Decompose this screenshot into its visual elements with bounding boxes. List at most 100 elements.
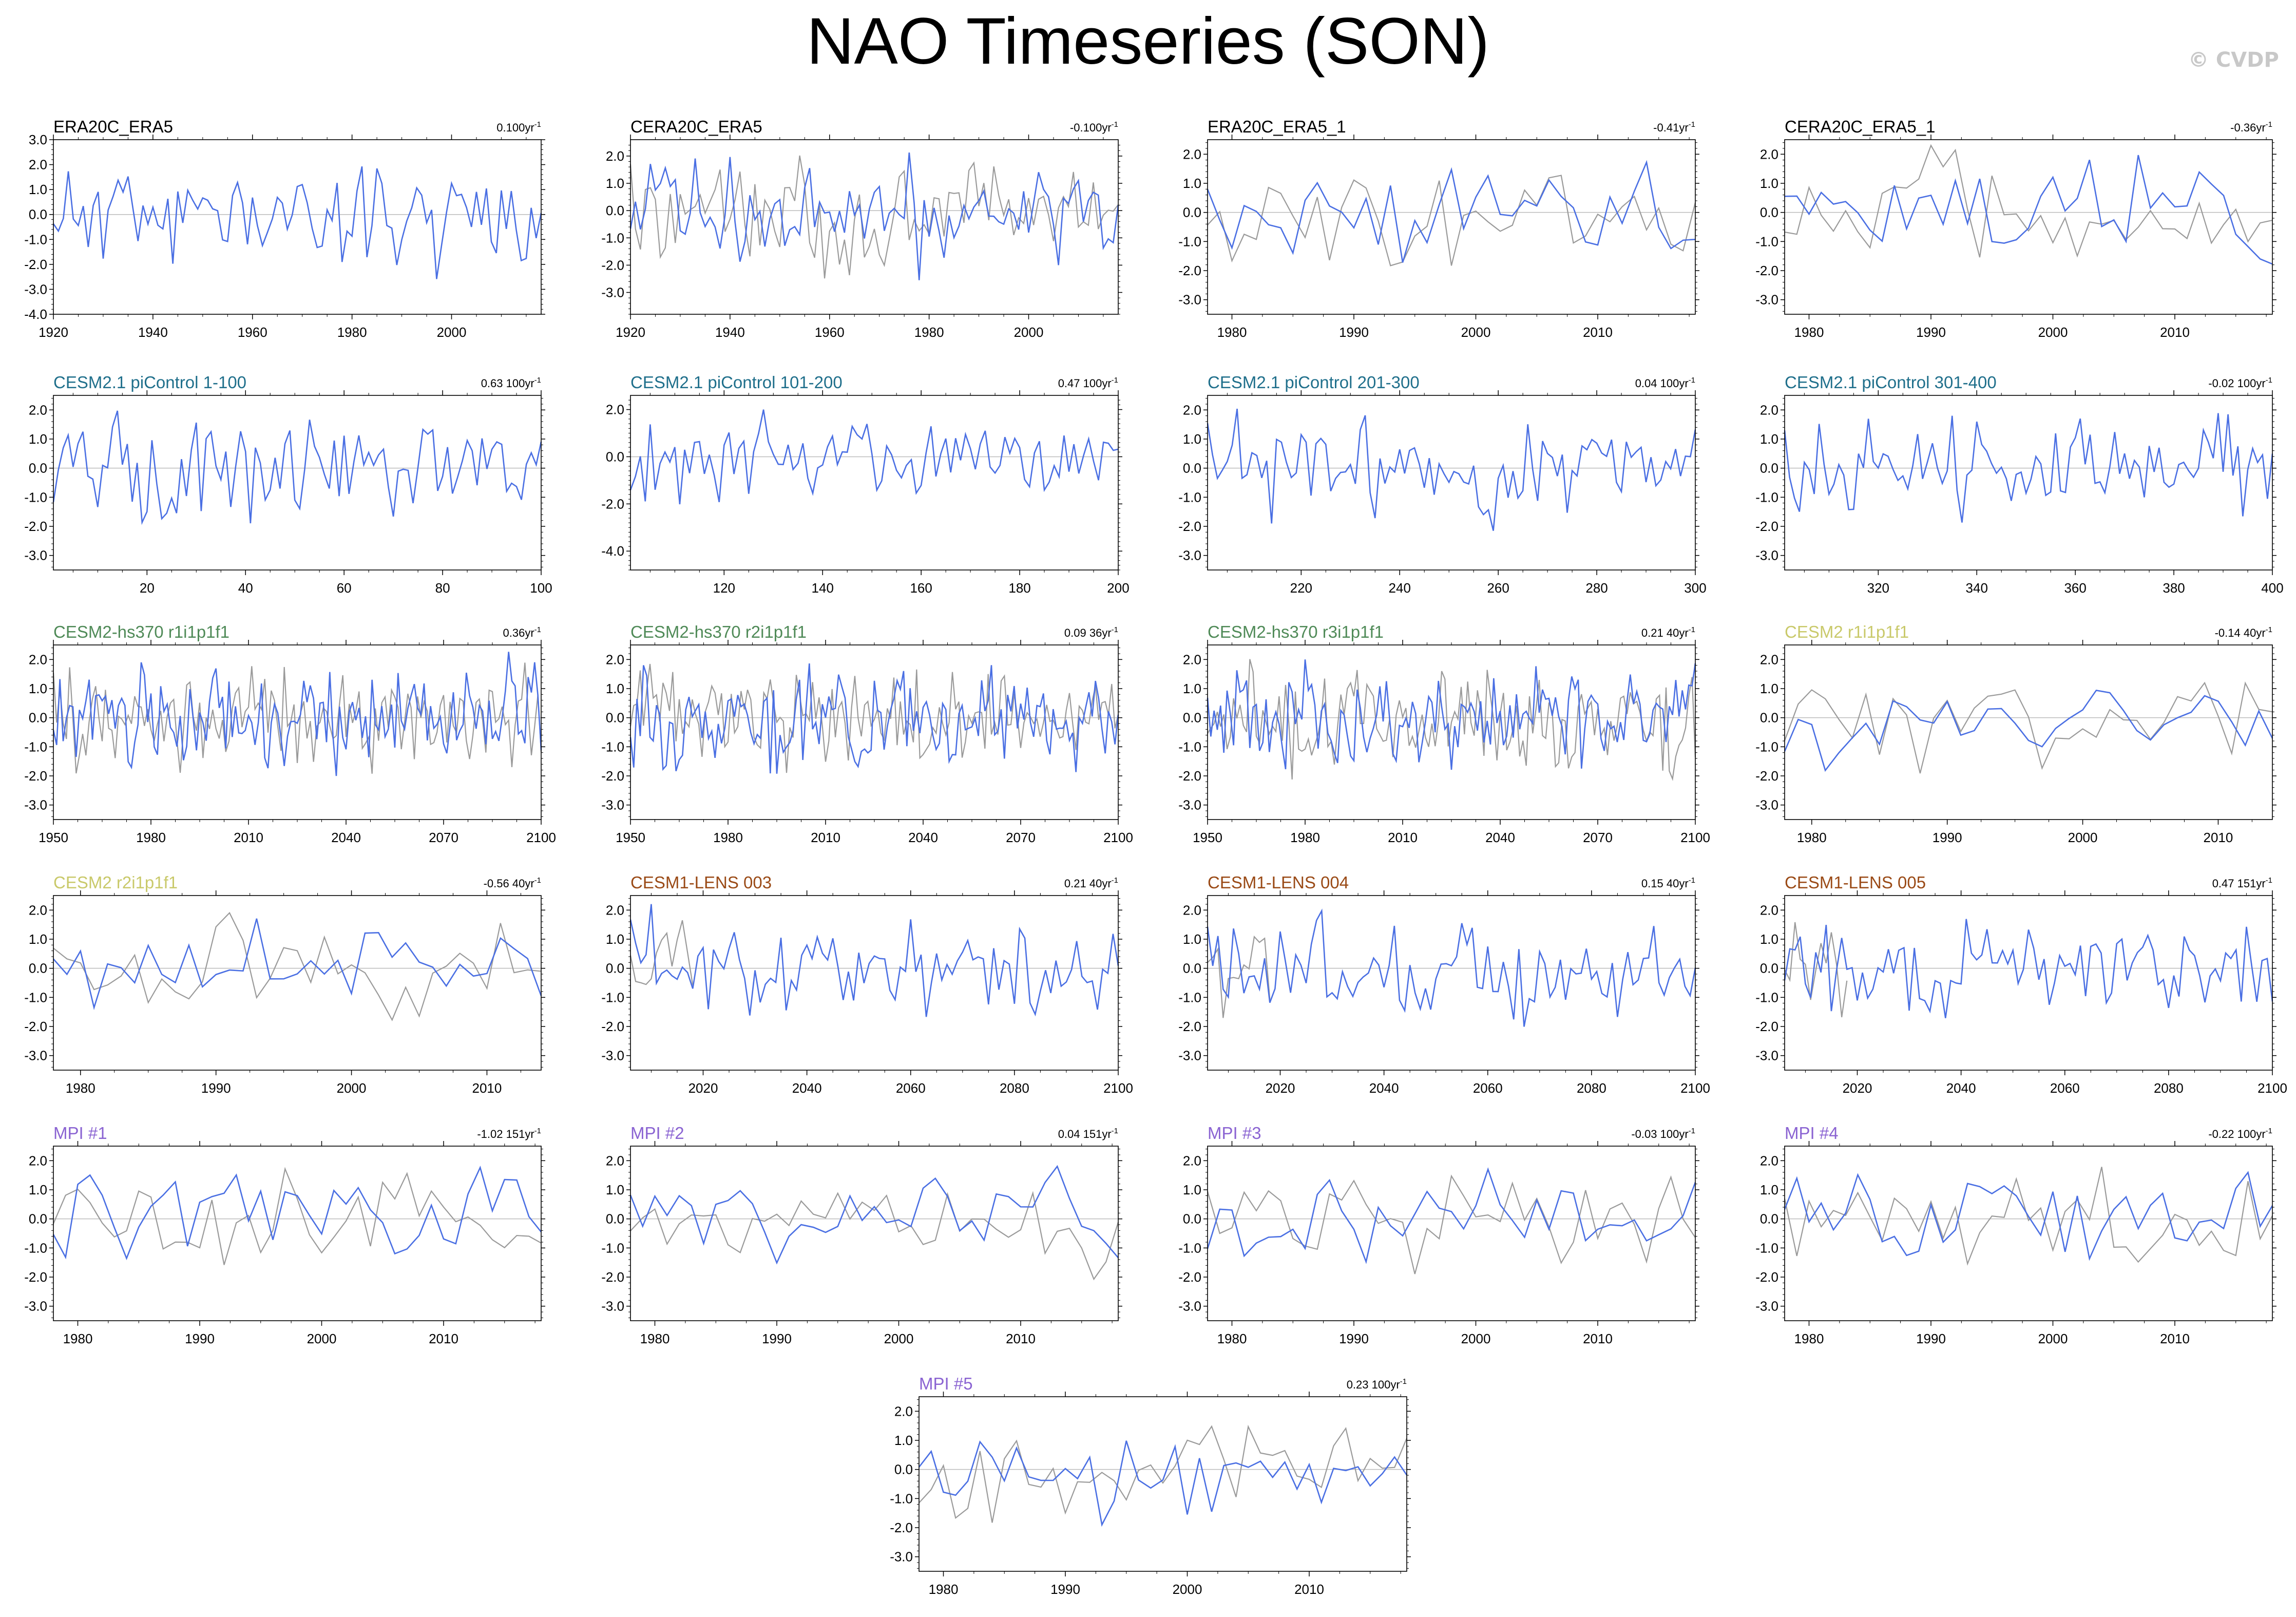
plot-frame <box>1784 895 2273 1071</box>
y-tick-label: -2.0 <box>1178 1019 1201 1034</box>
y-tick-label: -1.0 <box>601 230 624 245</box>
x-tick-label: 2100 <box>1103 1080 1133 1096</box>
observed-series-line <box>1207 659 1696 781</box>
y-tick-label: -2.0 <box>1755 519 1778 534</box>
x-tick-label: 2000 <box>1461 1331 1491 1346</box>
y-tick-label: 1.0 <box>29 431 47 447</box>
y-tick-label: 2.0 <box>1760 402 1778 417</box>
x-tick-label: 2000 <box>884 1331 914 1346</box>
y-tick-label: 0.0 <box>1760 205 1778 220</box>
x-tick-label: 2040 <box>1369 1080 1399 1096</box>
trend-label: 0.04 151yr-1 <box>1058 1127 1118 1140</box>
trend-label: -0.02 100yr-1 <box>2208 376 2272 390</box>
x-tick-label: 1980 <box>337 325 367 340</box>
chart-panel-p3: ERA20C_ERA5_1 -0.41yr-1 -3.0 -2.0 -1.0 0.0 1.0… <box>1178 117 1699 340</box>
y-tick-label: -3.0 <box>1178 548 1201 563</box>
y-tick-label: 2.0 <box>1760 1153 1778 1168</box>
y-tick-label: -3.0 <box>1178 1048 1201 1063</box>
y-tick-label: -1.0 <box>24 739 47 754</box>
y-tick-label: 0.0 <box>606 1211 624 1227</box>
y-tick-label: -2.0 <box>1178 768 1201 784</box>
model-series-line <box>1207 659 1696 770</box>
trend-label: 0.21 40yr-1 <box>1064 876 1118 890</box>
trend-label: 0.47 151yr-1 <box>2212 876 2272 890</box>
y-tick-label: 1.0 <box>606 1182 624 1197</box>
x-tick-label: 1950 <box>39 830 68 845</box>
y-tick-label: 2.0 <box>1760 902 1778 918</box>
x-tick-label: 2060 <box>2050 1080 2080 1096</box>
y-tick-label: -3.0 <box>24 281 47 297</box>
y-tick-label: -1.0 <box>24 1240 47 1255</box>
observed-series-line <box>629 155 1119 279</box>
x-tick-label: 2010 <box>429 1331 458 1346</box>
y-tick-label: 2.0 <box>29 1153 47 1168</box>
panel-title: CESM2-hs370 r3i1p1f1 <box>1208 622 1384 641</box>
y-tick-label: -3.0 <box>24 1299 47 1314</box>
credit-label: © CVDP <box>2188 48 2279 72</box>
trend-label: 0.63 100yr-1 <box>481 376 541 390</box>
y-tick-label: -3.0 <box>601 797 624 813</box>
y-tick-label: -2.0 <box>1178 1269 1201 1285</box>
y-tick-label: -2.0 <box>601 496 624 511</box>
x-tick-label: 1990 <box>201 1080 231 1096</box>
y-tick-label: -2.0 <box>1755 263 1778 278</box>
trend-label: -0.41yr-1 <box>1653 120 1695 134</box>
model-series-line <box>629 663 1119 774</box>
trend-label: -0.100yr-1 <box>1070 120 1118 134</box>
panel-title: MPI #2 <box>630 1124 684 1143</box>
x-tick-label: 2080 <box>1577 1080 1606 1096</box>
x-tick-label: 2100 <box>2257 1080 2287 1096</box>
model-series-line <box>1207 408 1696 531</box>
x-tick-label: 180 <box>1008 580 1030 596</box>
x-tick-label: 2010 <box>1583 325 1613 340</box>
y-tick-label: 1.0 <box>894 1433 913 1448</box>
y-tick-label: -2.0 <box>1755 768 1778 784</box>
y-tick-label: -2.0 <box>601 1019 624 1034</box>
x-tick-label: 2000 <box>2038 325 2068 340</box>
y-tick-label: -3.0 <box>1755 292 1778 308</box>
x-tick-label: 80 <box>435 580 450 596</box>
y-tick-label: 1.0 <box>29 931 47 947</box>
y-tick-label: 0.0 <box>606 710 624 726</box>
y-tick-label: -1.0 <box>1178 1240 1201 1255</box>
model-series-line <box>53 918 542 1011</box>
observed-series-line <box>629 663 1119 773</box>
chart-panel-p17: MPI #1 -1.02 151yr-1 -3.0 -2.0 -1.0 0.0 1.0 2.0… <box>24 1124 545 1346</box>
trend-label: 0.100yr-1 <box>496 120 541 134</box>
chart-panel-p5: CESM2.1 piControl 1-100 0.63 100yr-1 -3.0 -… <box>24 373 552 596</box>
observed-series-line <box>53 911 542 1021</box>
x-tick-label: 2040 <box>331 830 361 845</box>
chart-panel-p18: MPI #2 0.04 151yr-1 -3.0 -2.0 -1.0 0.0 1.0 2.0 1… <box>601 1124 1122 1346</box>
chart-panel-p1: ERA20C_ERA5 0.100yr-1 -4.0 -3.0 -2.0 -1.0 0.0 1… <box>24 117 545 340</box>
y-tick-label: 1.0 <box>29 1182 47 1197</box>
y-tick-label: 2.0 <box>29 652 47 667</box>
plot-frame <box>919 1396 1407 1572</box>
x-tick-label: 2080 <box>1000 1080 1029 1096</box>
x-tick-label: 40 <box>238 580 253 596</box>
x-tick-label: 2020 <box>688 1080 718 1096</box>
x-tick-label: 1980 <box>66 1080 95 1096</box>
x-tick-label: 2070 <box>1583 830 1613 845</box>
y-tick-label: 0.0 <box>1183 461 1201 476</box>
x-tick-label: 2010 <box>2160 325 2190 340</box>
y-tick-label: -3.0 <box>890 1549 913 1565</box>
y-tick-label: -1.0 <box>24 489 47 505</box>
y-tick-label: 1.0 <box>1183 931 1201 947</box>
x-tick-label: 1980 <box>1794 1331 1824 1346</box>
y-tick-label: -1.0 <box>601 1240 624 1255</box>
y-tick-label: 0.0 <box>1760 461 1778 476</box>
observed-series-line <box>1207 1174 1696 1274</box>
x-tick-label: 340 <box>1966 580 1988 596</box>
panel-title: CESM1-LENS 004 <box>1208 873 1349 892</box>
y-tick-label: -1.0 <box>890 1491 913 1506</box>
panel-title: CESM1-LENS 003 <box>630 873 772 892</box>
x-tick-label: 2000 <box>2038 1331 2068 1346</box>
x-tick-label: 380 <box>2163 580 2185 596</box>
y-tick-label: -3.0 <box>1178 1299 1201 1314</box>
y-tick-label: -3.0 <box>601 285 624 300</box>
x-tick-label: 200 <box>1107 580 1129 596</box>
x-tick-label: 220 <box>1290 580 1312 596</box>
y-tick-label: 1.0 <box>606 176 624 191</box>
trend-label: -0.36yr-1 <box>2230 120 2272 134</box>
x-tick-label: 2000 <box>2068 830 2098 845</box>
